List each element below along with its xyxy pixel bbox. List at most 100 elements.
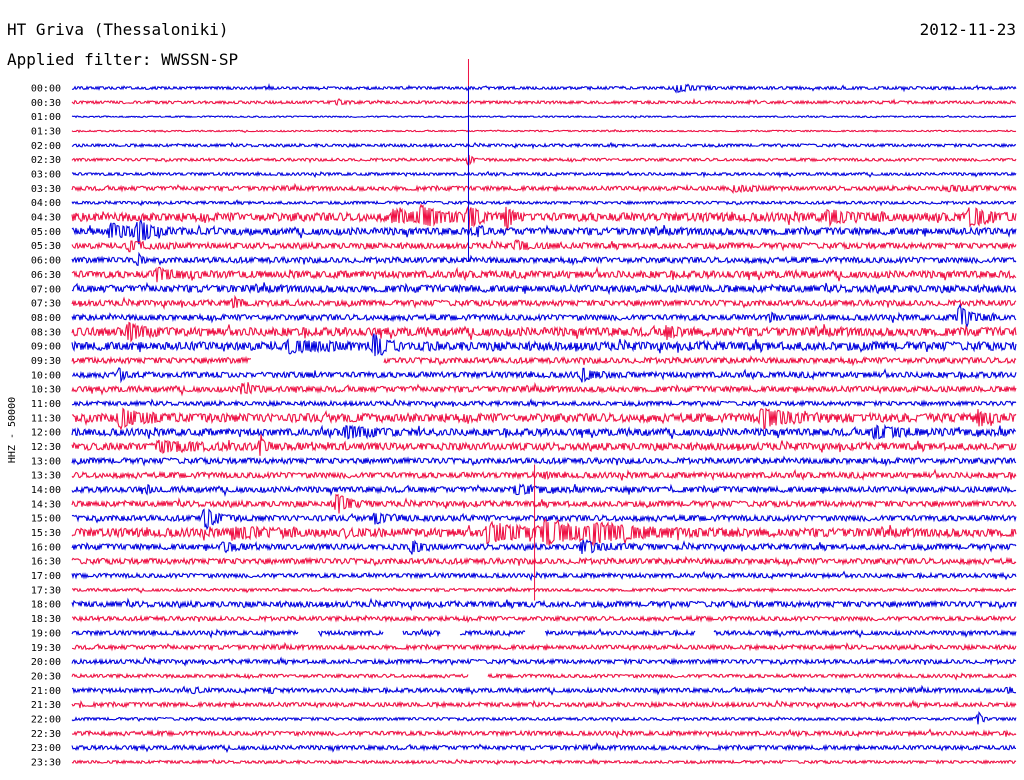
- time-label: 11:30: [31, 413, 61, 424]
- trace-line: [71, 321, 1017, 343]
- trace-line: [71, 266, 1017, 283]
- trace-line: [71, 710, 1017, 725]
- trace-line: [71, 656, 1017, 667]
- channel-label: HHZ - 50000: [7, 397, 18, 463]
- time-label: 12:00: [31, 428, 61, 439]
- record-date: 2012-11-23: [919, 20, 1016, 39]
- trace-line: [71, 83, 1017, 94]
- filter-label: Applied filter: WWSSN-SP: [7, 50, 239, 69]
- trace-line: [71, 239, 1017, 253]
- trace-line: [71, 508, 1017, 531]
- time-label: 15:30: [31, 528, 61, 539]
- trace-line: [71, 434, 1017, 456]
- trace-line: [71, 407, 1017, 431]
- trace-line: [71, 493, 1017, 514]
- time-label: 23:00: [31, 743, 61, 754]
- time-label: 21:30: [31, 700, 61, 711]
- time-label: 18:00: [31, 600, 61, 611]
- time-label: 20:30: [31, 671, 61, 682]
- time-label: 02:30: [31, 155, 61, 166]
- trace-line: [71, 641, 1017, 652]
- trace-line: [71, 728, 1017, 740]
- time-label: 16:30: [31, 557, 61, 568]
- trace-line: [71, 468, 1017, 481]
- time-label: 14:30: [31, 499, 61, 510]
- trace-line: [71, 627, 1017, 639]
- trace-line: [71, 355, 1017, 367]
- time-label: 18:30: [31, 614, 61, 625]
- time-label: 13:30: [31, 471, 61, 482]
- trace-line: [71, 555, 1017, 568]
- trace-line: [71, 251, 1017, 267]
- time-label: 03:00: [31, 170, 61, 181]
- trace-line: [71, 182, 1017, 194]
- time-label: 16:00: [31, 542, 61, 553]
- station-title: HT Griva (Thessaloniki): [7, 20, 229, 39]
- time-label: 15:00: [31, 514, 61, 525]
- time-label: 07:30: [31, 299, 61, 310]
- time-label: 14:00: [31, 485, 61, 496]
- trace-line: [71, 333, 1017, 357]
- time-label: 08:00: [31, 313, 61, 324]
- time-label: 06:00: [31, 256, 61, 267]
- time-label: 10:30: [31, 385, 61, 396]
- trace-line: [71, 398, 1017, 409]
- time-label: 17:00: [31, 571, 61, 582]
- trace-line: [71, 294, 1017, 310]
- trace-lines: [71, 59, 1017, 767]
- time-label: 10:00: [31, 370, 61, 381]
- time-label: 01:30: [31, 127, 61, 138]
- trace-line: [71, 597, 1017, 612]
- time-label: 21:00: [31, 686, 61, 697]
- trace-line: [71, 97, 1017, 106]
- time-label: 05:30: [31, 241, 61, 252]
- trace-line: [71, 570, 1017, 582]
- time-label: 04:00: [31, 198, 61, 209]
- trace-line: [71, 518, 1017, 547]
- trace-line: [71, 539, 1017, 555]
- time-labels: 00:00 00:30 01:00 01:30 02:00 02:30 03:00 03:30…: [31, 84, 61, 769]
- trace-line: [71, 699, 1017, 710]
- time-label: 12:30: [31, 442, 61, 453]
- time-label: 02:00: [31, 141, 61, 152]
- time-label: 08:30: [31, 327, 61, 338]
- trace-line: [71, 303, 1017, 328]
- trace-line: [71, 199, 1016, 207]
- trace-line: [71, 281, 1017, 296]
- time-label: 22:30: [31, 729, 61, 740]
- time-label: 17:30: [31, 585, 61, 596]
- time-label: 03:30: [31, 184, 61, 195]
- time-label: 00:00: [31, 84, 61, 95]
- time-label: 09:30: [31, 356, 61, 367]
- trace-line: [71, 381, 1017, 397]
- trace-line: [71, 367, 1017, 384]
- time-label: 07:00: [31, 284, 61, 295]
- time-label: 22:00: [31, 714, 61, 725]
- trace-line: [71, 170, 1017, 179]
- time-label: 19:30: [31, 643, 61, 654]
- trace-line: [71, 154, 1017, 167]
- trace-line: [71, 203, 1017, 231]
- trace-line: [71, 141, 1017, 150]
- trace-line: [71, 684, 1017, 696]
- time-label: 09:00: [31, 342, 61, 353]
- time-label: 00:30: [31, 98, 61, 109]
- time-label: 01:00: [31, 112, 61, 123]
- time-label: 05:00: [31, 227, 61, 238]
- time-label: 11:00: [31, 399, 61, 410]
- trace-line: [71, 742, 1016, 754]
- time-label: 19:00: [31, 628, 61, 639]
- trace-line: [71, 129, 1017, 134]
- time-label: 23:30: [31, 757, 61, 768]
- time-label: 20:00: [31, 657, 61, 668]
- trace-line: [71, 483, 1017, 498]
- trace-line: [71, 586, 1017, 594]
- trace-line: [71, 219, 1017, 245]
- time-label: 04:30: [31, 213, 61, 224]
- trace-line: [71, 114, 1016, 119]
- time-label: 13:00: [31, 456, 61, 467]
- trace-line: [71, 614, 1017, 624]
- trace-line: [71, 455, 1017, 467]
- trace-line: [71, 758, 1017, 767]
